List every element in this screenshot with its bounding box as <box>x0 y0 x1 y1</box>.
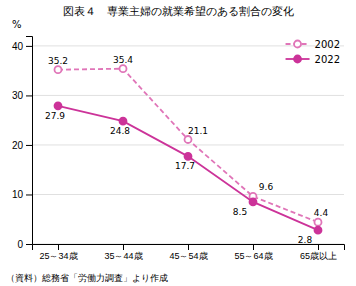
legend-marker <box>294 41 301 48</box>
x-tick: 65歳以上 <box>300 244 337 261</box>
x-axis-line <box>33 245 345 251</box>
grid-line <box>32 194 344 195</box>
x-tick-mark <box>58 244 59 250</box>
x-tick: 55～64歳 <box>234 244 272 261</box>
data-label: 9.6 <box>259 182 274 192</box>
series-line <box>58 106 318 230</box>
legend-label: 2022 <box>315 54 340 65</box>
point <box>250 198 257 205</box>
point <box>55 66 62 73</box>
x-tick-mark <box>123 244 124 250</box>
data-label: 24.8 <box>110 126 130 136</box>
source-note: （資料）総務省「労働力調査」より作成 <box>6 273 168 283</box>
point <box>185 136 192 143</box>
y-tick: 10 <box>12 189 32 200</box>
y-tick: 30 <box>12 90 32 101</box>
point <box>120 118 127 125</box>
x-tick-mark <box>253 244 254 250</box>
point <box>315 219 322 226</box>
legend-label: 2002 <box>315 39 340 50</box>
grid <box>32 46 344 244</box>
legend-item: 2022 <box>286 54 340 65</box>
data-label: 35.2 <box>48 56 68 66</box>
y-tick-mark <box>26 95 32 96</box>
point <box>185 153 192 160</box>
x-tick-label: 25～34歳 <box>39 251 77 261</box>
x-tick-label: 65歳以上 <box>300 251 337 261</box>
y-tick-mark <box>26 194 32 195</box>
data-label: 21.1 <box>188 126 208 136</box>
x-tick: 25～34歳 <box>39 244 77 261</box>
y-tick-mark <box>26 46 32 47</box>
marks <box>55 65 322 233</box>
y-tick-label: 10 <box>12 189 24 200</box>
title: 図表４ 専業主婦の就業希望のある割合の変化 <box>63 5 294 18</box>
y-tick: 40 <box>12 41 32 52</box>
y-axis: 0 10 20 30 40 <box>12 37 33 250</box>
data-label: 4.4 <box>314 208 329 218</box>
legend: 2002 2022 <box>286 39 340 65</box>
data-label: 8.5 <box>233 207 247 217</box>
x-tick-label: 35～44歳 <box>104 251 142 261</box>
point <box>120 65 127 72</box>
y-tick: 20 <box>12 140 32 151</box>
x-axis: 25～34歳 35～44歳 45～54歳 55～64歳 65歳以上 <box>33 244 345 261</box>
y-tick-mark <box>26 244 32 245</box>
y-tick-mark <box>26 145 32 146</box>
plot: 0 10 20 30 40 25～34歳 35～44歳 45～54歳 55～64歳 65歳以上 35… <box>12 37 345 262</box>
x-tick-mark <box>318 244 319 250</box>
x-tick: 45～54歳 <box>169 244 207 261</box>
y-axis-title: % <box>12 19 22 30</box>
legend-marker <box>294 56 301 63</box>
x-tick-mark <box>188 244 189 250</box>
data-labels: 35.2 35.4 21.1 9.6 4.4 27.9 24.8 17.7 8.5 2.8 <box>45 55 328 245</box>
data-label: 35.4 <box>113 55 133 65</box>
data-label: 27.9 <box>45 111 65 121</box>
x-tick-label: 45～54歳 <box>169 251 207 261</box>
y-axis-line <box>26 37 33 245</box>
x-tick-label: 55～64歳 <box>234 251 272 261</box>
y-tick-label: 0 <box>17 239 23 250</box>
data-label: 2.8 <box>298 235 313 245</box>
series-line <box>58 69 318 223</box>
y-tick: 0 <box>17 239 32 250</box>
y-tick-label: 30 <box>12 90 24 101</box>
y-tick-label: 40 <box>12 41 24 52</box>
point <box>55 102 62 109</box>
grid-line <box>32 95 344 96</box>
grid-line <box>32 144 344 145</box>
point <box>315 227 322 234</box>
data-label: 17.7 <box>175 161 195 171</box>
x-tick: 35～44歳 <box>104 244 142 261</box>
chart: 図表４ 専業主婦の就業希望のある割合の変化 0 10 20 30 40 25～34歳 35～4… <box>0 0 356 286</box>
legend-item: 2002 <box>286 39 340 50</box>
y-tick-label: 20 <box>12 140 24 151</box>
